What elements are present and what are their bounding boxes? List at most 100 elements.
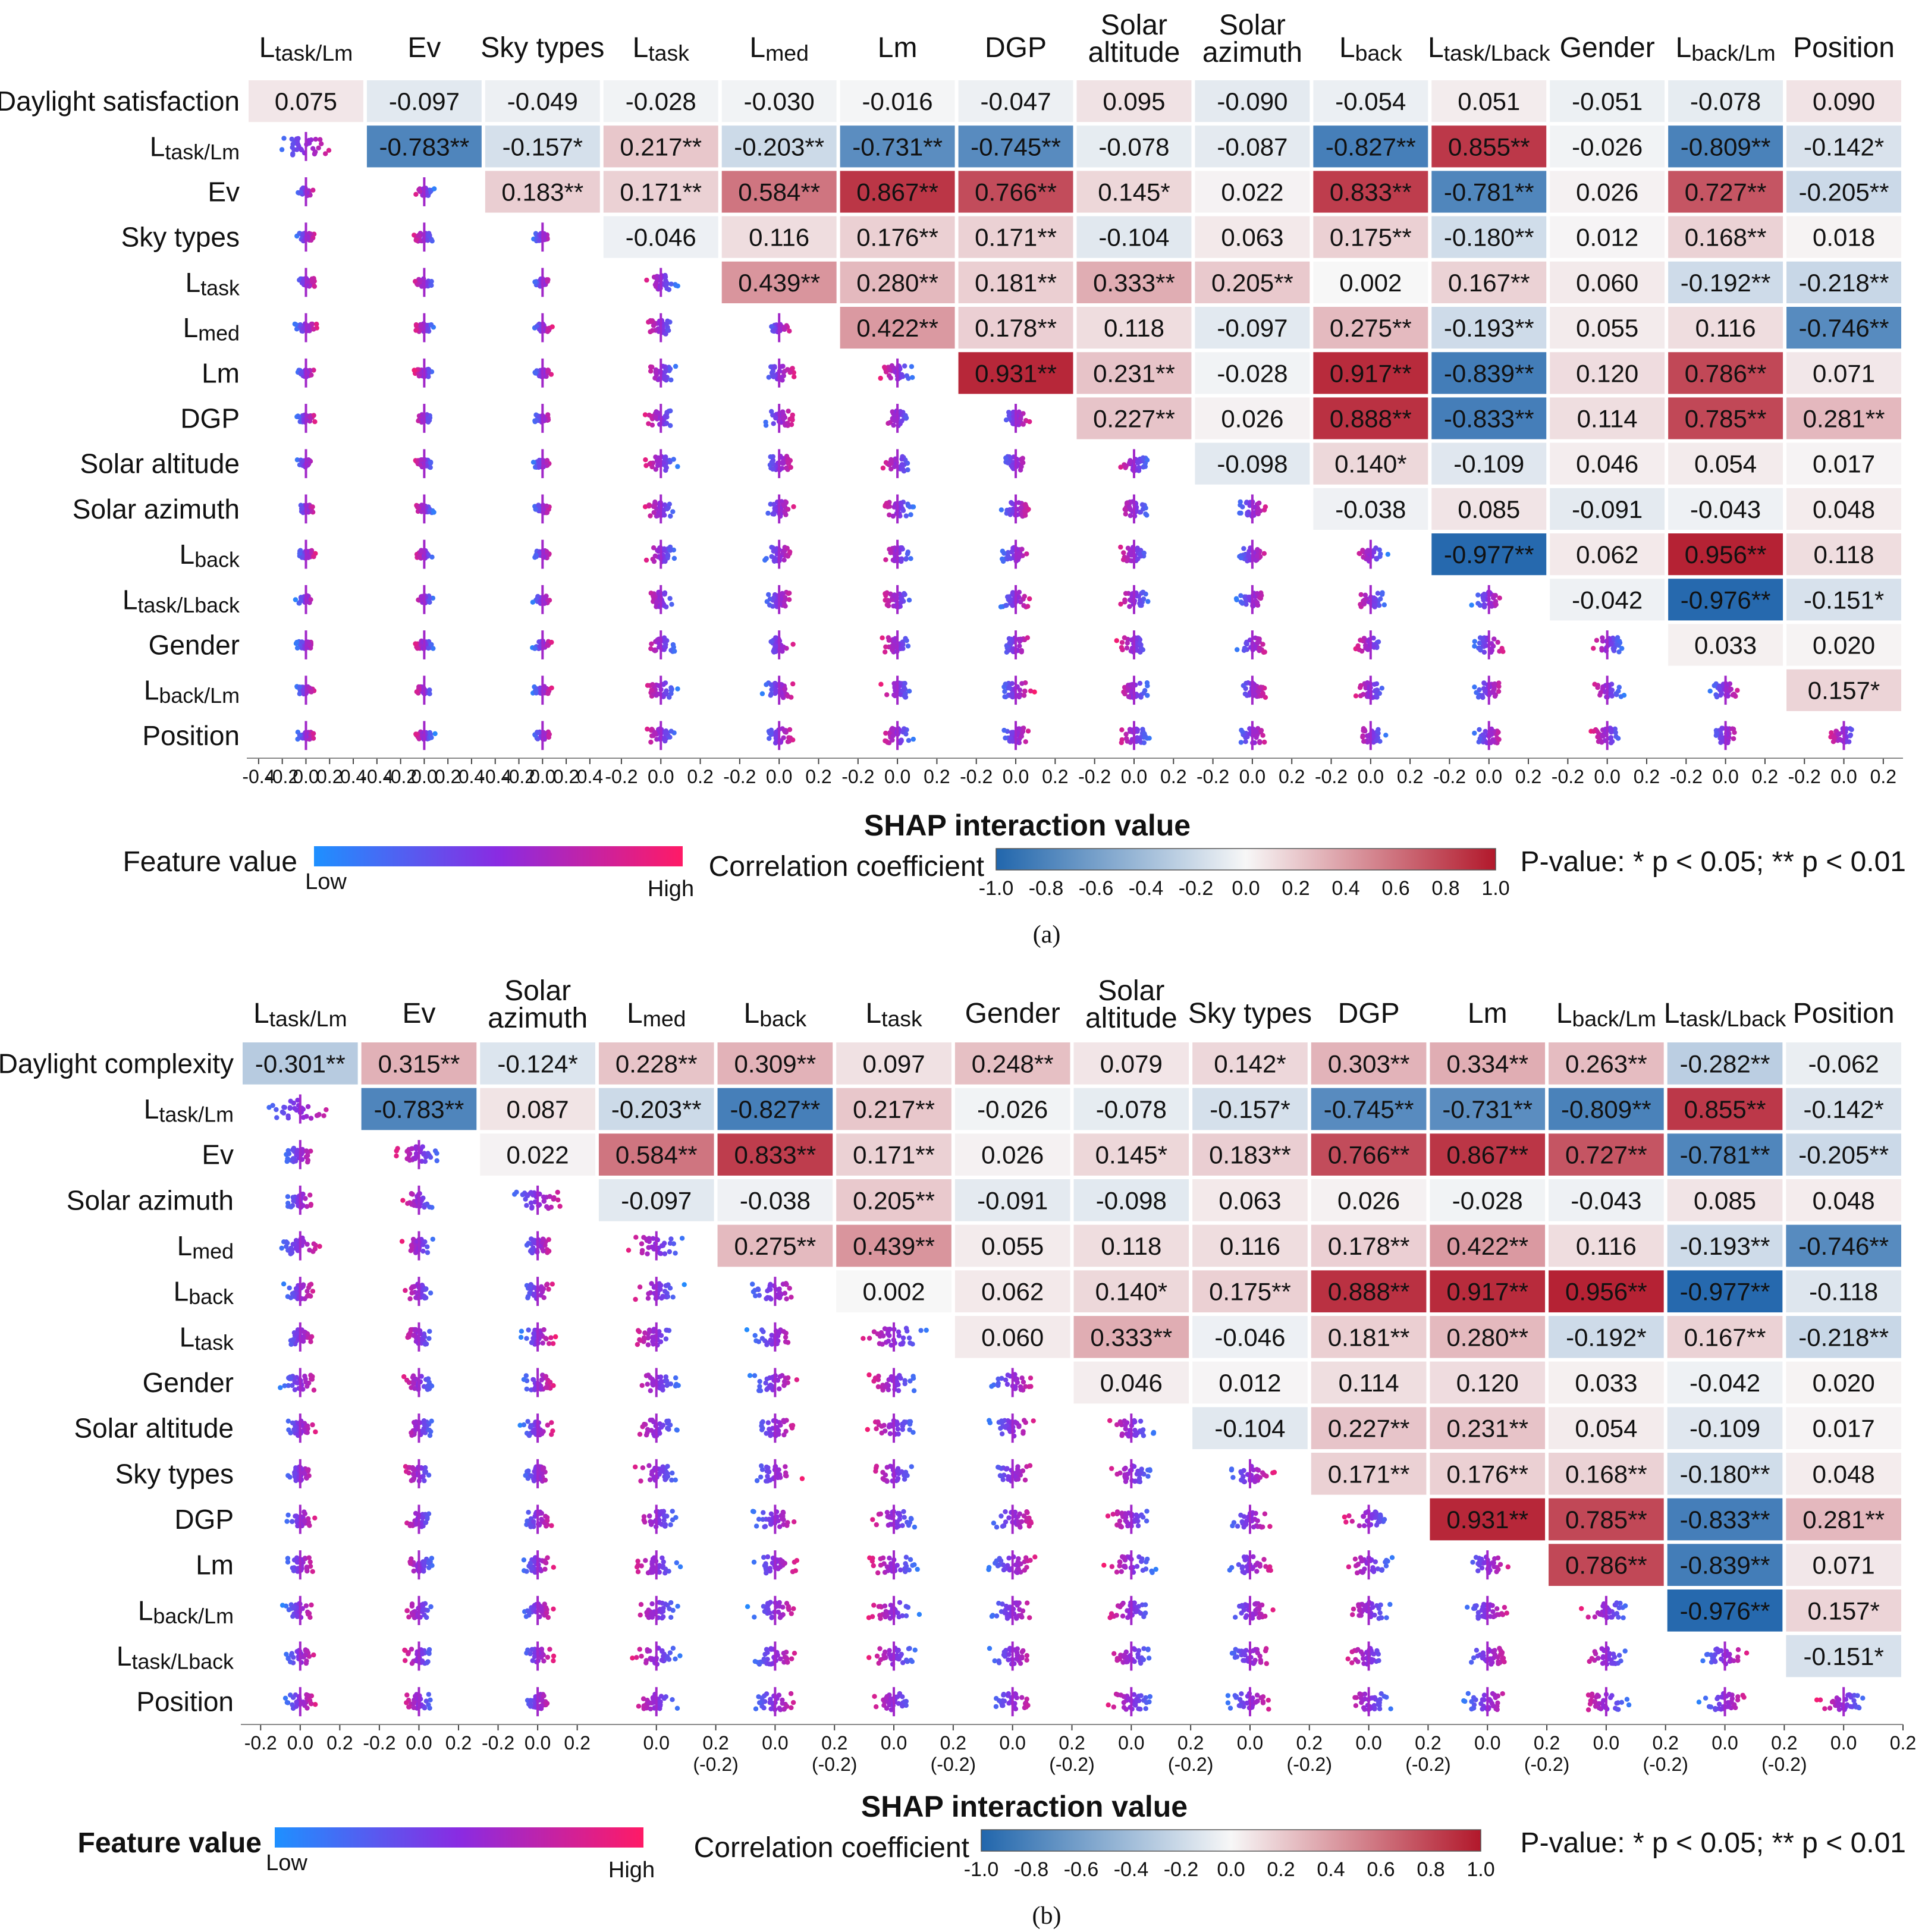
shap-dot-5-4-33 bbox=[784, 1296, 789, 1302]
shap-dot-1-0-8 bbox=[318, 137, 323, 142]
shap-dot-3-2-30 bbox=[557, 1204, 563, 1209]
corr-cell-0-2 bbox=[485, 80, 600, 122]
shap-dot-11-9-24 bbox=[1378, 596, 1383, 602]
shap-dot-14-6-33 bbox=[1016, 726, 1022, 731]
corr-value-2-11: 0.026 bbox=[1576, 178, 1638, 206]
shap-dot-12-10-26 bbox=[1495, 639, 1500, 645]
shap-dot-4-2-26 bbox=[546, 1248, 552, 1254]
shap-core-8-5 bbox=[896, 449, 899, 479]
shap-dot-4-3-33 bbox=[639, 1241, 645, 1246]
shap-dot-13-11-24 bbox=[1595, 685, 1600, 690]
shap-dot-13-4-27 bbox=[790, 681, 796, 687]
shap-dot-11-6-21 bbox=[1004, 602, 1009, 608]
shap-dot-9-4-32 bbox=[765, 510, 771, 516]
shap-dot-6-5-27 bbox=[887, 1333, 892, 1339]
corr-value-3-6: 0.171** bbox=[975, 224, 1057, 252]
shap-dot-1-0-25 bbox=[281, 1104, 287, 1110]
corr-value-0-6: -0.047 bbox=[980, 87, 1051, 115]
corr-value-8-10: -0.109 bbox=[1453, 450, 1524, 478]
col-header-11: Gender bbox=[1560, 32, 1655, 64]
corr-value-1-12: -0.809** bbox=[1681, 133, 1771, 161]
shap-dot-13-10-19 bbox=[1475, 695, 1481, 700]
shap-dot-9-6-10 bbox=[1010, 501, 1015, 507]
shap-dot-9-7-33 bbox=[1126, 504, 1132, 510]
shap-dot-1-0-7 bbox=[305, 1104, 311, 1110]
corr-value-7-9: 0.888** bbox=[1330, 405, 1412, 433]
shap-dot-13-7-32 bbox=[1141, 690, 1147, 696]
corr-value-2-3: 0.584** bbox=[616, 1141, 698, 1169]
corr-cell-8-9 bbox=[1313, 442, 1428, 485]
corr-value-4-7: 0.333** bbox=[1093, 269, 1175, 297]
corr-cell-4-12 bbox=[1667, 1224, 1783, 1267]
x-tick-label-5-2: 0.2 bbox=[924, 766, 950, 787]
corr-value-2-13: -0.205** bbox=[1799, 178, 1889, 206]
corr-value-0-10: 0.334** bbox=[1446, 1050, 1528, 1077]
shap-dot-14-5-31 bbox=[903, 731, 909, 737]
shap-dot-13-1-31 bbox=[427, 687, 432, 693]
shap-dot-12-9-33 bbox=[1358, 637, 1363, 643]
shap-dot-13-7-11 bbox=[1137, 680, 1143, 686]
shap-dot-14-10-32 bbox=[1490, 739, 1496, 744]
feature-low-label: Low bbox=[305, 869, 347, 894]
shap-dot-9-8-15 bbox=[1263, 504, 1268, 510]
shap-dot-12-9-32 bbox=[1359, 648, 1365, 654]
shap-dot-6-5-16 bbox=[902, 363, 907, 369]
shap-dot-3-1-33 bbox=[416, 233, 421, 238]
shap-dot-4-1-28 bbox=[409, 1243, 414, 1249]
corr-cell-7-12 bbox=[1668, 397, 1783, 439]
corr-value-1-4: -0.203** bbox=[734, 133, 824, 161]
shap-dot-3-2-30 bbox=[536, 238, 542, 243]
shap-dot-11-4-29 bbox=[787, 590, 792, 596]
col-header-0: Ltask/Lm bbox=[253, 998, 347, 1031]
corr-value-5-10: -0.193** bbox=[1444, 314, 1534, 342]
shap-dot-11-3-23 bbox=[669, 602, 674, 607]
corr-value-7-8: 0.026 bbox=[1221, 405, 1283, 433]
corr-cell-3-7 bbox=[1073, 1179, 1189, 1221]
corr-value-6-12: 0.167** bbox=[1684, 1323, 1766, 1351]
shap-dot-12-3-29 bbox=[663, 642, 668, 647]
shap-dot-12-5-14 bbox=[883, 649, 888, 655]
corr-cell-5-8 bbox=[1192, 1270, 1308, 1312]
shap-dot-3-2-25 bbox=[529, 1204, 535, 1210]
shap-core-8-6 bbox=[1015, 449, 1018, 479]
corr-tick-3: -0.4 bbox=[1129, 877, 1164, 900]
corr-value-6-13: 0.071 bbox=[1813, 359, 1875, 387]
shap-dot-11-9-33 bbox=[1371, 595, 1377, 601]
corr-value-1-10: 0.855** bbox=[1448, 133, 1530, 161]
corr-value-6-8: -0.046 bbox=[1214, 1323, 1285, 1351]
shap-dot-11-8-30 bbox=[1238, 593, 1243, 598]
shap-dot-7-6-26 bbox=[1020, 422, 1026, 427]
x-tick-label-1-3: 0.2 bbox=[435, 766, 461, 787]
shap-dot-13-8-21 bbox=[1260, 690, 1265, 696]
shap-dot-6-5-32 bbox=[889, 363, 895, 369]
shap-dot-10-5-28 bbox=[887, 546, 892, 552]
shap-dot-6-3-33 bbox=[667, 366, 673, 372]
shap-dot-9-4-28 bbox=[785, 507, 791, 512]
shap-dot-5-0-19 bbox=[311, 326, 316, 332]
shap-dot-6-5-12 bbox=[888, 375, 893, 381]
shap-dot-5-1-27 bbox=[428, 1290, 434, 1296]
shap-dot-8-6-14 bbox=[1019, 464, 1024, 469]
shap-dot-4-3-11 bbox=[633, 1234, 639, 1240]
shap-dot-8-4-20 bbox=[770, 466, 776, 472]
corr-cell-1-2 bbox=[480, 1088, 595, 1130]
shap-dot-4-3-29 bbox=[671, 1241, 677, 1246]
shap-dot-12-0-33 bbox=[306, 641, 312, 646]
shap-core-14-7 bbox=[1132, 721, 1135, 750]
shap-core-8-2 bbox=[541, 449, 544, 479]
shap-dot-6-0-27 bbox=[300, 1339, 306, 1344]
corr-cell-1-9 bbox=[1311, 1088, 1427, 1130]
shap-dot-7-2-28 bbox=[545, 412, 551, 417]
shap-dot-4-3-5 bbox=[645, 1251, 650, 1256]
shap-dot-6-5-20 bbox=[924, 1327, 929, 1333]
shap-core-12-4 bbox=[778, 630, 781, 659]
shap-dot-14-0-30 bbox=[297, 732, 303, 738]
corr-value-0-5: 0.097 bbox=[862, 1050, 925, 1077]
row-header-4: Lmed bbox=[177, 1230, 234, 1264]
shap-dot-14-7-10 bbox=[1123, 731, 1129, 737]
shap-dot-11-7-26 bbox=[1127, 604, 1132, 610]
shap-core-10-3 bbox=[660, 539, 662, 569]
shap-dot-12-6-26 bbox=[1017, 639, 1023, 644]
corr-cell-1-12 bbox=[1667, 1088, 1783, 1130]
corr-value-3-12: 0.168** bbox=[1685, 224, 1767, 252]
